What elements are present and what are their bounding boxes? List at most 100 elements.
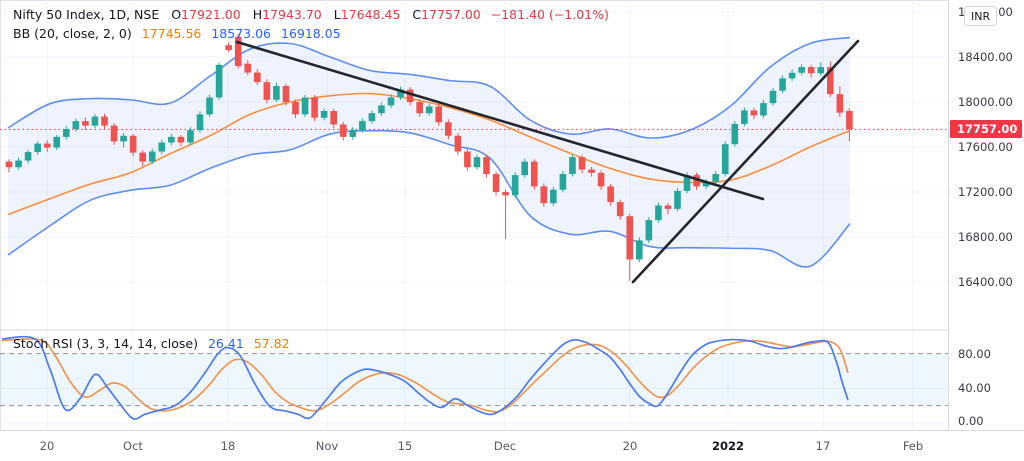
trendline[interactable] bbox=[631, 39, 860, 284]
candle bbox=[254, 72, 261, 83]
candle bbox=[607, 186, 614, 203]
time-tick-label: 18 bbox=[220, 439, 236, 453]
symbol-legend[interactable]: Nifty 50 Index, 1D, NSE O17921.00 H17943… bbox=[13, 6, 609, 44]
candle bbox=[206, 97, 213, 115]
time-axis[interactable]: 20 Oct 18 Nov 15 Dec 20 2022 17 Feb bbox=[0, 430, 1024, 461]
candle bbox=[368, 113, 376, 122]
candle bbox=[721, 144, 729, 174]
candle bbox=[769, 90, 777, 104]
close-value: 17757.00 bbox=[421, 7, 481, 22]
candle bbox=[511, 175, 519, 196]
bb-legend-row[interactable]: BB (20, close, 2, 0) 17745.56 18573.06 1… bbox=[13, 25, 609, 44]
candle bbox=[311, 97, 318, 118]
candle bbox=[425, 106, 433, 114]
candle bbox=[24, 152, 32, 161]
candle bbox=[521, 161, 528, 176]
candle bbox=[702, 181, 710, 187]
candle bbox=[339, 124, 347, 137]
candle bbox=[282, 86, 290, 102]
candle bbox=[330, 111, 337, 125]
candle bbox=[530, 161, 538, 187]
candle bbox=[578, 157, 586, 170]
price-tick-label: 17200.00 bbox=[958, 185, 1013, 199]
candle bbox=[63, 129, 70, 137]
candle bbox=[177, 136, 185, 143]
stoch-d-value: 57.82 bbox=[253, 336, 290, 351]
candle bbox=[53, 136, 61, 148]
candle bbox=[836, 94, 844, 113]
candle bbox=[215, 64, 223, 98]
candle bbox=[82, 121, 89, 126]
change-value: −181.40 (−1.01%) bbox=[490, 7, 609, 22]
high-value: 17943.70 bbox=[262, 7, 322, 22]
candle bbox=[550, 189, 557, 204]
price-tick-label: 16800.00 bbox=[958, 230, 1013, 244]
candle bbox=[359, 121, 366, 131]
candle bbox=[387, 97, 395, 106]
candle bbox=[760, 103, 767, 116]
candle bbox=[788, 72, 796, 79]
candle bbox=[636, 240, 643, 260]
candle bbox=[616, 202, 624, 217]
candle bbox=[779, 78, 786, 91]
open-label: O bbox=[171, 7, 182, 22]
chart-canvas[interactable] bbox=[0, 0, 948, 430]
candle bbox=[301, 97, 309, 115]
price-axis[interactable]: INR 17757.00 18800.0018400.0018000.00176… bbox=[948, 0, 1024, 430]
candle bbox=[683, 175, 691, 191]
candle bbox=[148, 151, 156, 162]
candle bbox=[559, 174, 567, 190]
candle bbox=[168, 136, 175, 143]
time-tick-label: 20 bbox=[622, 439, 638, 453]
candle bbox=[139, 152, 146, 162]
bb-upper-value: 18573.06 bbox=[211, 26, 272, 41]
low-label: L bbox=[333, 7, 341, 22]
candle bbox=[43, 143, 51, 148]
price-tick-label: 18400.00 bbox=[958, 50, 1013, 64]
candle bbox=[626, 216, 634, 260]
candle bbox=[244, 63, 252, 73]
candle bbox=[464, 151, 471, 168]
time-tick-label: Oct bbox=[123, 439, 143, 453]
candle bbox=[101, 116, 108, 126]
candle bbox=[397, 89, 404, 98]
candle bbox=[588, 169, 595, 173]
time-tick-label: Feb bbox=[902, 439, 924, 453]
stoch-rsi-legend[interactable]: Stoch RSI (3, 3, 14, 14, close) 26.41 57… bbox=[13, 335, 290, 353]
candle bbox=[597, 172, 605, 187]
close-label: C bbox=[412, 7, 422, 22]
candle bbox=[129, 135, 137, 153]
candle bbox=[502, 192, 509, 196]
stoch-tick-label: 80.00 bbox=[958, 346, 991, 361]
candle bbox=[454, 135, 462, 152]
currency-toggle-button[interactable]: INR bbox=[964, 6, 998, 26]
candle bbox=[798, 67, 805, 73]
stoch-tick-label: 40.00 bbox=[958, 381, 991, 396]
low-value: 17648.45 bbox=[340, 7, 401, 22]
time-tick-label: 17 bbox=[815, 439, 831, 453]
candle bbox=[817, 67, 825, 74]
candle bbox=[846, 110, 853, 130]
candle bbox=[273, 86, 280, 100]
candle bbox=[750, 110, 758, 116]
candle bbox=[416, 102, 423, 114]
time-tick-label: 2022 bbox=[711, 439, 745, 453]
candle bbox=[731, 123, 739, 145]
candle bbox=[540, 186, 548, 204]
symbol-legend-row: Nifty 50 Index, 1D, NSE O17921.00 H17943… bbox=[13, 6, 609, 25]
time-tick-label: Dec bbox=[493, 439, 517, 453]
symbol-title: Nifty 50 Index, 1D, NSE bbox=[13, 7, 160, 22]
candle bbox=[196, 114, 204, 131]
candle bbox=[34, 143, 41, 153]
candle bbox=[225, 45, 232, 51]
price-tick-label: 17600.00 bbox=[958, 140, 1013, 154]
time-tick-label: Nov bbox=[315, 439, 339, 453]
candle bbox=[5, 161, 13, 168]
trendline[interactable] bbox=[235, 40, 765, 201]
bb-basis-value: 17745.56 bbox=[141, 26, 202, 41]
candle bbox=[349, 130, 357, 137]
open-value: 17921.00 bbox=[181, 7, 241, 22]
candle bbox=[473, 157, 481, 168]
candle bbox=[187, 130, 194, 143]
